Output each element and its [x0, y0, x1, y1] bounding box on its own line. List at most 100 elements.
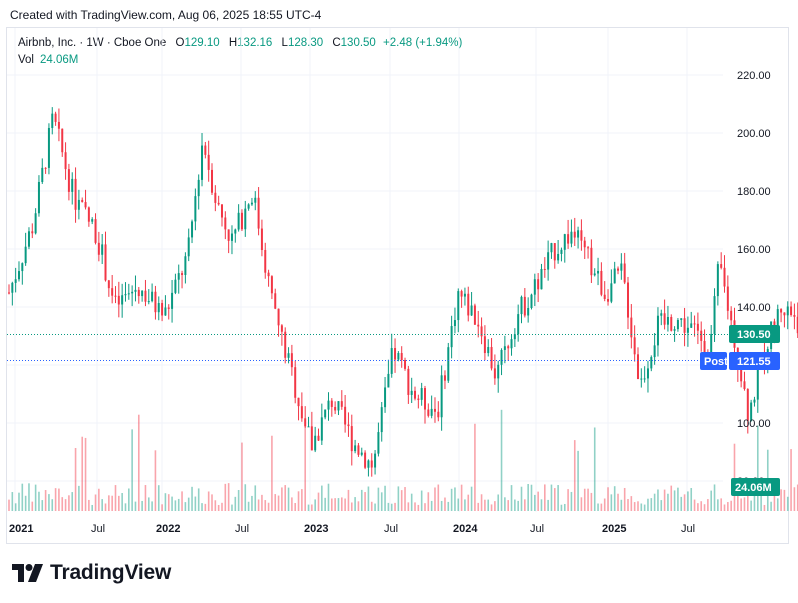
candle-body [104, 244, 107, 281]
candle-body [580, 230, 583, 241]
volume-bar [21, 483, 24, 511]
candle-body [676, 319, 679, 330]
candle-body [121, 295, 124, 305]
candle-body [673, 329, 676, 331]
volume-bar [410, 493, 413, 511]
candle-body [277, 308, 280, 326]
volume-bar [151, 501, 153, 511]
candle-body [404, 360, 407, 369]
volume-bar [577, 450, 579, 511]
volume-bar [307, 504, 310, 511]
volume-bar [204, 503, 207, 511]
volume-bar [603, 498, 606, 511]
candle-body [344, 406, 347, 425]
volume-bar [557, 485, 559, 511]
volume-bar [747, 483, 749, 511]
volume-bar [713, 484, 716, 511]
volume-bar [61, 497, 64, 511]
candle-body [177, 273, 180, 280]
candle-body [34, 213, 37, 234]
candle-body [587, 247, 590, 249]
candle-body [364, 452, 367, 468]
volume-bar [174, 500, 177, 511]
symbol-title[interactable]: Airbnb, Inc. · 1W · Cboe One [18, 37, 167, 49]
candle-body [593, 273, 596, 276]
volume-bar [547, 499, 549, 511]
volume-bar [267, 502, 270, 511]
volume-label[interactable]: Vol [18, 54, 34, 66]
candle-body [67, 169, 70, 192]
volume-bar [470, 486, 473, 511]
candle-body [743, 381, 746, 390]
volume-bar [244, 484, 247, 511]
volume-bar [81, 436, 84, 511]
volume-bar [327, 483, 330, 511]
candle-body [600, 270, 603, 295]
candle-body [94, 219, 97, 243]
candle-body [573, 231, 576, 238]
volume-bar [287, 487, 290, 511]
volume-bar [44, 490, 47, 511]
price-axis[interactable]: 220.00200.00180.00160.00140.00120.00100.… [737, 70, 771, 488]
volume-bar [54, 488, 57, 511]
candle-body [217, 202, 220, 205]
time-axis[interactable]: 2021 Jul 2022 Jul 2023 Jul 2024 Jul 2025 Jul [9, 523, 695, 535]
candle-body [493, 368, 496, 379]
volume-bar [271, 435, 273, 511]
candle-body [483, 336, 486, 354]
volume-bar [534, 494, 536, 511]
volume-bar [613, 486, 616, 511]
candle-body [57, 121, 60, 129]
x-tick-label: Jul [91, 523, 105, 535]
open-label: O [175, 37, 185, 49]
candle-body [716, 264, 719, 297]
candle-body [267, 272, 270, 277]
candle-body [463, 293, 466, 297]
volume-bar [98, 488, 100, 511]
volume-bar [593, 427, 596, 511]
volume-bar [407, 502, 410, 511]
volume-bar [540, 499, 543, 511]
volume-bar [397, 486, 400, 511]
grid-lines [7, 28, 723, 512]
volume-bar [524, 499, 526, 511]
candle-body [457, 291, 460, 321]
volume-bar [154, 450, 157, 511]
volume-bar [297, 491, 300, 511]
candle-body [567, 234, 570, 244]
volume-bar [84, 437, 87, 511]
candle-body [553, 243, 556, 261]
volume-bar [301, 489, 303, 511]
candle-body [537, 279, 540, 290]
candle-body [384, 387, 387, 408]
volume-bar [377, 487, 380, 511]
volume-bar [360, 489, 363, 511]
volume-bar [637, 501, 639, 511]
candle-body [74, 178, 77, 210]
volume-bar [780, 489, 782, 511]
volume-bar [14, 503, 17, 511]
volume-bar [617, 493, 619, 511]
volume-bar [284, 485, 287, 511]
candle-body [250, 202, 253, 205]
tradingview-logo[interactable]: TradingView [12, 561, 171, 585]
volume-bar [78, 485, 80, 511]
volume-bar [440, 500, 443, 511]
volume-bar [776, 498, 779, 511]
volume-bar [673, 490, 676, 511]
candle-body [666, 317, 669, 325]
volume-bar [480, 494, 483, 511]
x-tick-label: Jul [235, 523, 249, 535]
candle-body [713, 296, 716, 334]
volume-bar [756, 425, 759, 511]
candle-body [560, 249, 563, 254]
volume-bar [38, 491, 40, 511]
volume-bar [640, 503, 643, 511]
candle-body [453, 320, 456, 327]
candle-body [64, 152, 67, 170]
candle-body [357, 445, 360, 455]
candle-body [124, 294, 127, 296]
candle-body [234, 229, 237, 234]
volume-bar [167, 494, 170, 511]
